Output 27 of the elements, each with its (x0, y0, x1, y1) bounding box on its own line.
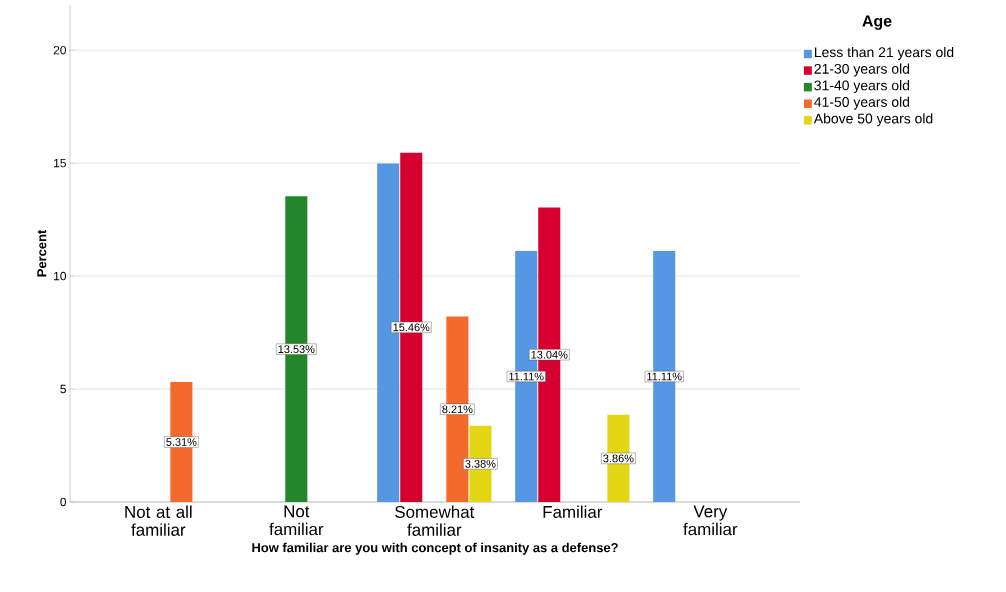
legend-title: Age (862, 15, 892, 30)
y-tick-label: 5 (60, 384, 66, 394)
legend-label: Less than 21 years old (814, 46, 954, 60)
data-label: 11.11% (509, 372, 544, 381)
legend-label: Above 50 years old (813, 113, 933, 127)
data-label: 5.31% (166, 438, 197, 446)
legend-label: 41-50 years old (814, 96, 910, 110)
legend-label: 21-30 years old (814, 63, 910, 77)
data-label: 3.38% (465, 459, 496, 468)
x-tick-label: Very familiar (683, 505, 738, 536)
y-tick-label: 10 (54, 271, 67, 281)
y-tick-label: 15 (54, 158, 66, 168)
x-tick-label: Familiar (543, 505, 603, 518)
data-label: 8.21% (442, 405, 473, 414)
y-axis-title: Percent (37, 229, 47, 277)
x-axis-title: How familiar are you with concept of insanity as a defense? (252, 542, 618, 555)
y-tick-label: 0 (60, 497, 67, 507)
data-label: 15.46% (393, 323, 430, 332)
data-label: 11.11% (647, 372, 682, 381)
x-tick-label: Somewhat familiar (395, 505, 475, 536)
legend-label: 31-40 years old (814, 80, 910, 94)
x-tick-label: Not familiar (269, 505, 324, 536)
data-label: 13.53% (278, 345, 315, 354)
x-tick-label: Not at all familiar (125, 505, 192, 536)
data-label: 3.86% (603, 454, 634, 463)
y-tick-label: 20 (53, 45, 67, 55)
data-label: 13.04% (531, 350, 568, 359)
